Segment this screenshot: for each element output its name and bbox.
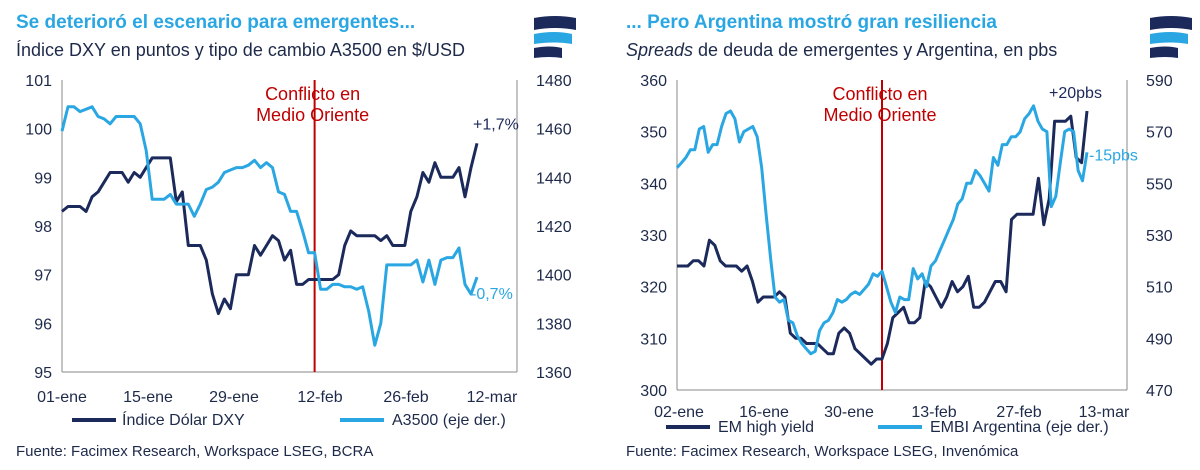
x-tick-label: 02-ene — [654, 404, 704, 421]
legend-label: EM high yield — [718, 419, 814, 436]
left-y-tick-label: 320 — [640, 280, 667, 297]
left-y-tick-label: 95 — [34, 365, 52, 382]
left-y-tick-label: 97 — [34, 268, 52, 285]
left-chart-title: Se deterioró el escenario para emergente… — [16, 12, 416, 33]
right-y-tick-label: 1480 — [536, 73, 572, 90]
right-y-tick-label: 490 — [1146, 331, 1173, 348]
left-y-tick-label: 300 — [640, 383, 667, 400]
right-chart-panel: ... Pero Argentina mostró gran resilienc… — [600, 0, 1200, 470]
right-y-tick-label: 1380 — [536, 316, 572, 333]
left-chart-subtitle: Índice DXY en puntos y tipo de cambio A3… — [16, 40, 465, 60]
event-label-line1: Conflicto en — [265, 84, 360, 104]
series-end-label: +1,7% — [473, 116, 519, 133]
right-y-tick-label: 1400 — [536, 268, 572, 285]
right-y-tick-label: 550 — [1146, 176, 1173, 193]
right-y-tick-label: 1460 — [536, 122, 572, 139]
x-tick-label: 27-feb — [996, 404, 1041, 421]
x-tick-label: 01-ene — [37, 389, 87, 406]
x-tick-label: 12-feb — [297, 389, 342, 406]
right-chart-subtitle: Spreads de deuda de emergentes y Argenti… — [626, 40, 1057, 61]
left-y-tick-label: 310 — [640, 331, 667, 348]
right-y-tick-label: 510 — [1146, 280, 1173, 297]
facimex-logo-icon — [534, 16, 576, 58]
right-chart-title: ... Pero Argentina mostró gran resilienc… — [626, 12, 997, 33]
series-line-secondary — [675, 104, 1089, 356]
left-chart-panel: Se deterioró el escenario para emergente… — [16, 12, 576, 460]
left-y-tick-label: 99 — [34, 170, 52, 187]
left-y-tick-label: 340 — [640, 176, 667, 193]
right-chart-subtitle-italic: Spreads — [626, 40, 694, 60]
legend-label: A3500 (eje der.) — [392, 412, 506, 429]
right-y-tick-label: 1420 — [536, 219, 572, 236]
left-chart-source: Fuente: Facimex Research, Workspace LSEG… — [16, 443, 374, 460]
left-y-tick-label: 100 — [25, 122, 52, 139]
right-y-tick-label: 590 — [1146, 73, 1173, 90]
left-y-tick-label: 96 — [34, 316, 52, 333]
left-y-tick-label: 101 — [25, 73, 52, 90]
right-y-tick-label: 1440 — [536, 170, 572, 187]
right-y-tick-label: 1360 — [536, 365, 572, 382]
series-end-label: -15pbs — [1089, 147, 1138, 164]
left-y-tick-label: 98 — [34, 219, 52, 236]
right-chart-source: Fuente: Facimex Research, Workspace LSEG… — [626, 443, 1019, 460]
x-tick-label: 12-mar — [467, 389, 518, 406]
x-tick-label: 16-ene — [739, 404, 789, 421]
chart-0-plot: 95 96 97 98 99 100 101 1360 1380 1400 1420 1440 1460… — [25, 73, 571, 429]
event-label-line2: Medio Oriente — [823, 105, 936, 125]
right-chart-subtitle-rest: de deuda de emergentes y Argentina, en p… — [693, 40, 1058, 60]
left-y-tick-label: 350 — [640, 125, 667, 142]
x-tick-label: 13-feb — [911, 404, 956, 421]
x-tick-label: 15-ene — [123, 389, 173, 406]
right-y-tick-label: 570 — [1146, 125, 1173, 142]
left-y-tick-label: 330 — [640, 228, 667, 245]
series-line-secondary — [60, 105, 479, 347]
chart-1-plot: 300 310 320 330 340 350 360 470 490 510 530 550 570 5… — [640, 73, 1173, 436]
x-tick-label: 26-feb — [383, 389, 428, 406]
right-y-tick-label: 470 — [1146, 383, 1173, 400]
event-label-line2: Medio Oriente — [256, 105, 369, 125]
left-y-tick-label: 360 — [640, 73, 667, 90]
facimex-logo-icon — [1150, 16, 1192, 58]
right-y-tick-label: 530 — [1146, 228, 1173, 245]
series-line-primary — [677, 110, 1089, 366]
x-tick-label: 13-mar — [1079, 404, 1130, 421]
x-tick-label: 30-ene — [824, 404, 874, 421]
series-end-label: -0,7% — [471, 286, 513, 303]
x-tick-label: 29-ene — [209, 389, 259, 406]
legend-label: EMBI Argentina (eje der.) — [930, 419, 1109, 436]
right-line-chart: 300 310 320 330 340 350 360 470 490 510 530 550 570 5… — [640, 73, 1173, 436]
legend-label: Índice Dólar DXY — [122, 410, 245, 429]
series-line-primary — [61, 142, 479, 316]
event-label-line1: Conflicto en — [832, 84, 927, 104]
left-line-chart: 95 96 97 98 99 100 101 1360 1380 1400 1420 1440 1460… — [25, 73, 571, 429]
series-end-label: +20pbs — [1049, 85, 1102, 102]
